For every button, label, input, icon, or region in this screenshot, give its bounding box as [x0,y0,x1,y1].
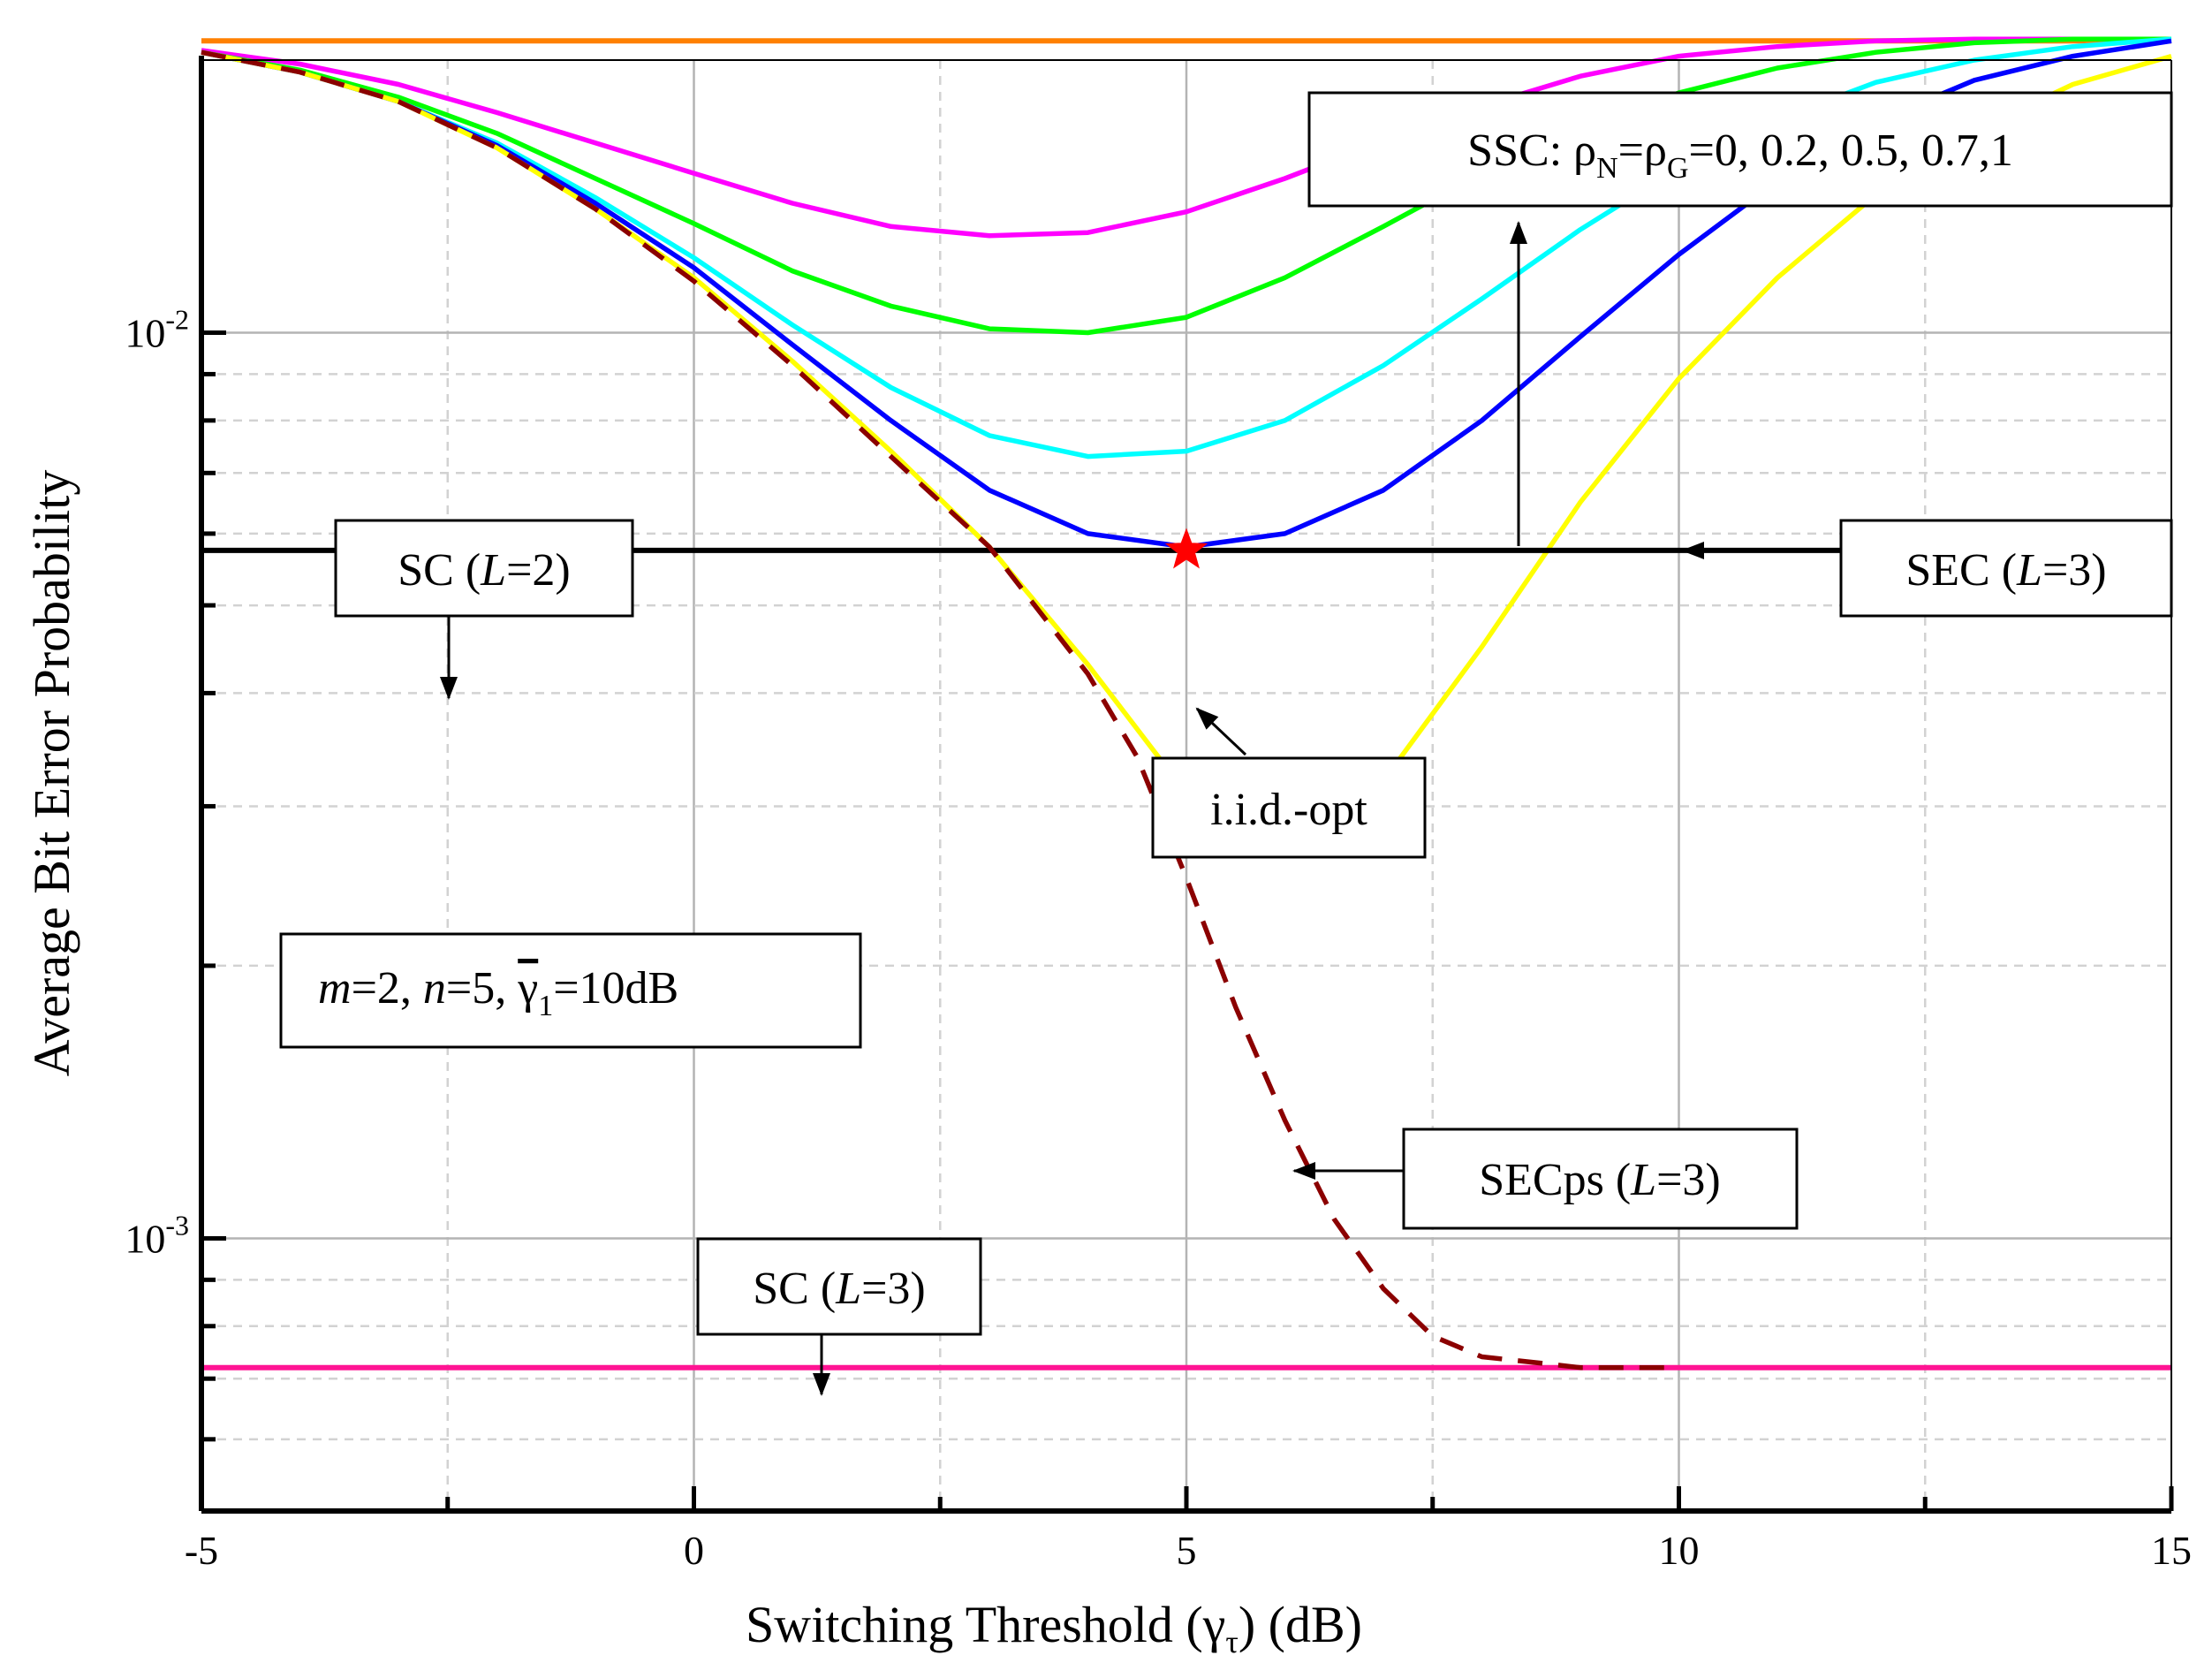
y-axis-title: Average Bit Error Probability [23,470,80,1077]
arrow-iid [1195,707,1247,756]
annotation-text-iid: i.i.d.-opt [1210,785,1367,835]
series-line-ssc-0-7 [201,36,2171,336]
annotation-box-sc2 [334,519,634,618]
annotation-text-sc2: SC (L=2) [398,545,571,596]
annotation-text-params: m=2, n=5, γ1=10dB [318,963,678,1022]
annotation-box-ssc [1307,91,2173,208]
iid-opt-star-marker [1164,528,1208,569]
axis-ticks: -5 0 5 10 15 10-2 10-3 [125,304,2192,1573]
x-tick-label: 15 [2151,1528,2192,1573]
annotation-text-sc3: SC (L=3) [753,1264,926,1314]
x-tick-label: 5 [1177,1528,1197,1573]
annotation-box-secps [1402,1128,1799,1230]
annotation-text-secps: SECps (L=3) [1479,1155,1721,1205]
x-tick-label: 0 [684,1528,704,1573]
series-line-ssc-1 [201,36,2171,239]
annotation-box-iid [1151,756,1427,859]
annotation-text-ssc: SSC: ρN=ρG=0, 0.2, 0.5, 0.7,1 [1467,125,2013,185]
annotation-text-sec3: SEC (L=3) [1905,545,2106,596]
x-tick-label: -5 [185,1528,218,1573]
annotation-box-params [279,932,862,1049]
grid [201,60,2171,1511]
annotation-box-sec3 [1839,519,2173,618]
y-tick-label: 10-2 [125,304,189,356]
x-tick-label: 10 [1659,1528,1700,1573]
x-axis-title: Switching Threshold (γτ) (dB) [746,1596,1362,1659]
y-tick-label: 10-3 [125,1209,189,1261]
annotation-box-sc3 [696,1237,982,1336]
annotations: SSC: ρN=ρG=0, 0.2, 0.5, 0.7,1 SC (L=2) SEC… [279,91,2173,1396]
